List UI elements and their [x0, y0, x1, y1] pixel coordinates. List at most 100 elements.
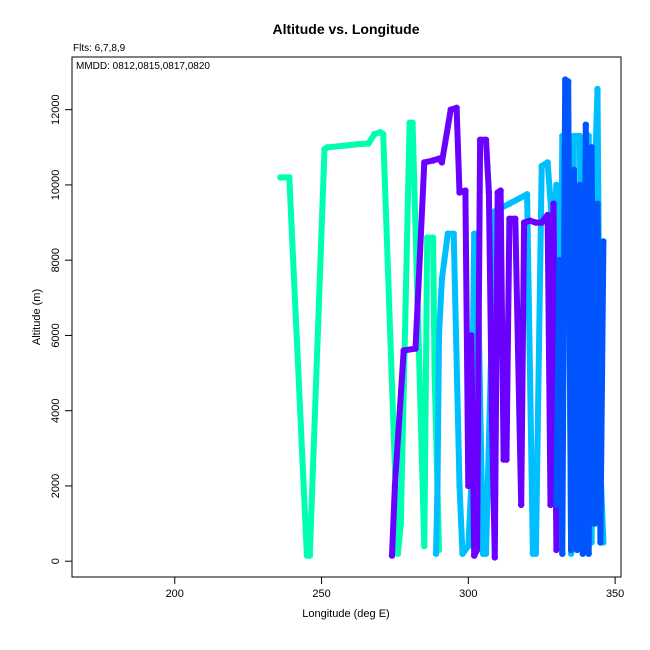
- y-tick-label: 4000: [50, 398, 62, 422]
- data-point: [286, 174, 293, 181]
- data-point: [547, 501, 554, 508]
- data-point: [438, 275, 446, 283]
- data-point: [409, 119, 416, 127]
- data-point: [570, 132, 578, 140]
- data-point: [553, 546, 560, 554]
- data-point: [582, 121, 589, 128]
- data-point: [435, 332, 443, 339]
- data-point: [432, 550, 440, 557]
- y-tick-label: 0: [50, 558, 62, 564]
- data-point: [421, 159, 428, 166]
- data-point: [453, 104, 460, 112]
- data-point: [576, 181, 584, 189]
- data-point: [482, 550, 490, 557]
- data-point: [567, 546, 575, 554]
- data-point: [553, 501, 560, 508]
- data-point: [585, 550, 592, 557]
- data-point: [450, 230, 457, 237]
- data-point: [456, 189, 463, 196]
- y-tick-label: 10000: [50, 170, 62, 201]
- data-point: [600, 238, 607, 245]
- data-point: [556, 257, 563, 264]
- data-point: [447, 106, 454, 113]
- data-point: [424, 234, 431, 241]
- data-point: [438, 159, 446, 166]
- data-point: [579, 550, 586, 557]
- y-tick-label: 8000: [50, 248, 62, 272]
- data-point: [456, 482, 463, 490]
- data-point: [324, 144, 331, 151]
- x-axis-label: Longitude (deg E): [302, 608, 389, 620]
- data-point: [421, 542, 428, 550]
- y-tick-label: 6000: [50, 323, 62, 347]
- data-point: [503, 456, 510, 463]
- data-point: [576, 132, 584, 140]
- data-point: [444, 230, 451, 237]
- data-point: [412, 345, 419, 352]
- data-point: [485, 189, 493, 196]
- data-point: [306, 552, 313, 559]
- data-point: [538, 219, 545, 226]
- data-point: [497, 187, 504, 194]
- data-point: [429, 157, 437, 164]
- data-point: [462, 187, 469, 194]
- data-point: [544, 159, 551, 166]
- series-3: [553, 76, 607, 557]
- flights-note: Flts: 6,7,8,9: [73, 43, 126, 54]
- data-point: [570, 166, 578, 174]
- data-point: [380, 130, 387, 138]
- data-point: [559, 550, 566, 557]
- data-point: [544, 211, 551, 219]
- data-point: [512, 215, 519, 222]
- data-point: [594, 200, 601, 207]
- data-point: [353, 141, 360, 148]
- data-point: [397, 520, 404, 527]
- data-point: [400, 347, 407, 354]
- data-point: [538, 162, 545, 170]
- data-point: [365, 140, 372, 147]
- data-point: [591, 520, 598, 527]
- x-axis: 200 250 300 350: [166, 576, 624, 600]
- data-point: [526, 217, 534, 224]
- data-point: [488, 407, 495, 414]
- series-0: [277, 119, 443, 559]
- y-axis-label: Altitude (m): [31, 289, 43, 345]
- data-point: [597, 539, 604, 546]
- data-point: [594, 85, 601, 93]
- y-axis: 0 2000 4000 6000 8000 10000 12000: [50, 94, 73, 564]
- data-point: [465, 542, 472, 550]
- dates-note: MMDD: 0812,0815,0817,0820: [76, 61, 210, 72]
- data-point: [520, 219, 528, 226]
- plot-area: [277, 76, 607, 561]
- data-point: [473, 546, 481, 554]
- data-point: [553, 181, 560, 189]
- data-point: [391, 482, 399, 490]
- chart-title: Altitude vs. Longitude: [273, 21, 420, 37]
- data-point: [388, 552, 396, 559]
- data-point: [277, 174, 284, 181]
- data-point: [459, 550, 466, 557]
- data-point: [518, 501, 525, 508]
- data-point: [394, 550, 402, 557]
- data-point: [476, 136, 484, 143]
- series-2: [388, 104, 560, 561]
- data-point: [532, 550, 540, 557]
- data-point: [471, 552, 478, 559]
- data-point: [482, 136, 490, 143]
- data-point: [344, 142, 352, 149]
- data-point: [371, 130, 378, 138]
- data-point: [465, 482, 472, 490]
- x-tick-label: 350: [606, 588, 624, 600]
- data-point: [491, 554, 498, 561]
- data-point: [429, 234, 437, 241]
- data-point: [506, 215, 513, 222]
- y-tick-label: 2000: [50, 474, 62, 498]
- x-tick-label: 200: [166, 588, 184, 600]
- data-point: [523, 191, 531, 198]
- data-point: [434, 482, 441, 490]
- data-point: [573, 546, 581, 554]
- data-point: [588, 144, 595, 151]
- data-point: [506, 200, 513, 207]
- data-point: [468, 332, 475, 339]
